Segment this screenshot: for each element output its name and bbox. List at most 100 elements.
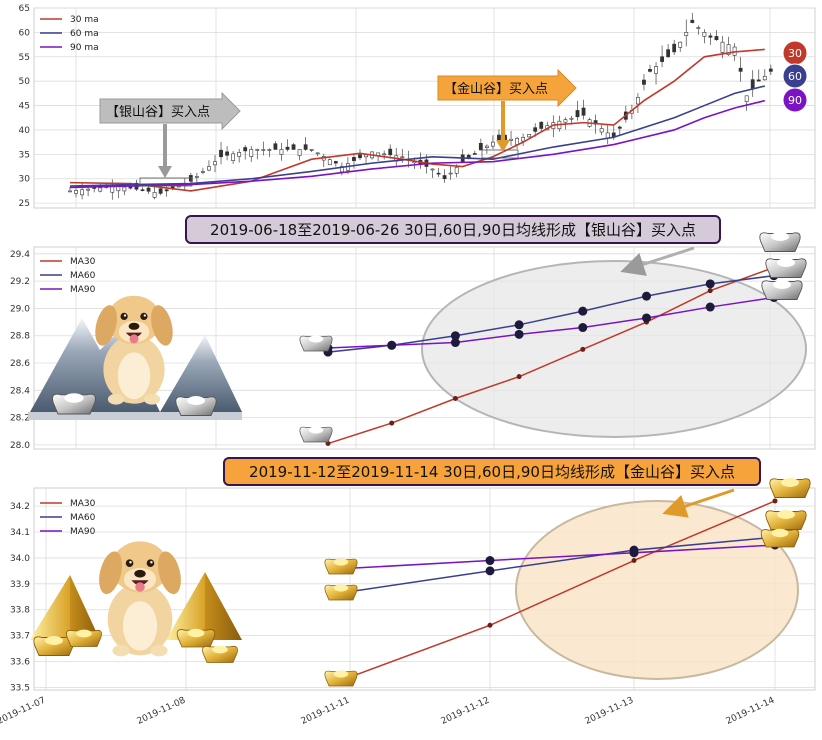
candle-body	[309, 149, 314, 151]
middle-point-MA90	[642, 313, 651, 323]
candle-body	[527, 134, 532, 138]
bottom-y-tick-label: 33.5	[10, 683, 30, 693]
candle-body	[110, 186, 115, 193]
candle-body	[80, 189, 84, 196]
ma-badges: 30 60 90	[782, 40, 808, 113]
bottom-series-MA30	[349, 500, 776, 678]
bottom-point-MA30	[487, 622, 493, 628]
silver-ingot-icon-end-2	[765, 257, 807, 279]
gold-banner: 2019-11-12至2019-11-14 30日,60日,90日均线形成【金山…	[223, 457, 761, 486]
candle-body	[448, 172, 453, 175]
gold-ingot-icon-4	[201, 644, 239, 664]
middle-point-MA90	[450, 338, 460, 348]
bottom-point-MA90	[629, 548, 639, 558]
badge-90-label: 90	[788, 94, 802, 107]
bottom-y-tick-label: 34.2	[10, 502, 30, 512]
middle-series-MA30	[327, 266, 775, 445]
candle-body	[575, 110, 580, 118]
middle-point-MA30	[389, 420, 395, 426]
candle-body	[194, 175, 199, 178]
bottom-point-MA60	[485, 566, 495, 576]
gold-decoration	[30, 477, 811, 687]
gold-valley-ellipse	[515, 500, 799, 680]
candle-body	[684, 32, 689, 36]
silver-ingot-icon-end-1	[759, 231, 801, 253]
candle-body	[333, 161, 338, 164]
top-y-tick-label: 40	[19, 126, 31, 136]
bottom-legend-90: MA90	[70, 527, 96, 537]
candle-body	[285, 146, 290, 150]
candle-body	[648, 69, 652, 72]
silver-banner-box	[185, 215, 721, 244]
silver-pointer-head	[158, 166, 172, 178]
candle-body	[158, 188, 163, 194]
middle-panel: 28.0 28.2 28.4 28.6 28.8 29.0 29.2 29.4 2019-06…	[10, 215, 816, 451]
middle-point-MA90	[578, 323, 588, 333]
middle-point-MA30	[452, 396, 458, 401]
silver-ingot-icon-end-3	[761, 279, 803, 301]
top-y-tick-label: 30	[19, 175, 31, 185]
candle-body	[273, 143, 278, 150]
gold-ingot-icon-3	[176, 628, 216, 648]
top-y-ticks: 25 30 35 40 45 50 55 60 65	[19, 4, 31, 209]
candle-body	[352, 157, 356, 161]
candle-body	[436, 172, 441, 175]
candle-body	[164, 189, 169, 192]
candle-body	[225, 151, 229, 156]
candle-body	[261, 149, 266, 151]
badge-30-label: 30	[788, 47, 802, 60]
candle-body	[539, 121, 544, 129]
silver-valley-box	[139, 177, 193, 187]
candle-body	[237, 152, 242, 157]
gold-callout-label: 【金山谷】买入点	[444, 81, 548, 97]
pyramid-left-shade	[70, 575, 100, 640]
middle-point-MA30	[707, 288, 713, 294]
top-ma-lines	[69, 48, 765, 192]
top-panel: 25 30 35 40 45 50 55 60 65 【银山谷】买入点 【金山谷】买入点 30 …	[19, 4, 816, 209]
bottom-point-MA90	[485, 556, 495, 566]
silver-ingot-icon	[51, 392, 97, 415]
bottom-series-MA90	[349, 544, 776, 570]
middle-ma-lines	[323, 264, 779, 447]
bottom-y-tick-label: 33.7	[10, 632, 30, 642]
middle-y-tick-label: 28.2	[10, 414, 30, 424]
candle-body	[219, 149, 223, 158]
candle-body	[327, 159, 332, 166]
candle-body	[303, 144, 308, 150]
middle-series-MA60	[327, 274, 774, 353]
candle-body	[708, 35, 713, 38]
middle-point-MA90	[387, 340, 397, 350]
bottom-y-tick-label: 34.1	[10, 528, 30, 538]
candle-body	[660, 56, 664, 62]
candle-body	[768, 68, 773, 72]
candle-body	[690, 19, 695, 23]
candle-body	[599, 128, 604, 133]
bottom-legend-30: MA30	[70, 499, 96, 509]
middle-point-MA30	[516, 374, 522, 380]
middle-point-MA90	[705, 302, 715, 312]
mountain-right-icon	[160, 335, 242, 412]
candle-body	[515, 137, 519, 145]
middle-y-tick-label: 29.4	[10, 250, 30, 260]
middle-y-tick-label: 28.8	[10, 332, 30, 342]
candle-body	[636, 97, 640, 105]
middle-series-MA90	[327, 296, 775, 349]
candle-body	[472, 153, 477, 155]
candle-body	[279, 149, 284, 155]
candle-body	[74, 190, 78, 194]
candle-body	[654, 66, 658, 74]
middle-legend-90: MA90	[70, 285, 96, 295]
top-series-90-ma	[69, 99, 765, 189]
candle-body	[122, 186, 127, 192]
candle-body	[146, 187, 151, 192]
candle-body	[750, 79, 755, 89]
candle-body	[533, 127, 538, 132]
silver-banner-text: 2019-06-18至2019-06-26 30日,60日,90日均线形成【银山…	[210, 221, 696, 239]
candle-body	[152, 192, 157, 198]
candle-body	[388, 148, 393, 156]
candle-body	[98, 187, 103, 192]
candle-body	[466, 154, 471, 159]
candle-body	[702, 32, 707, 37]
top-y-tick-label: 50	[19, 77, 31, 87]
candle-body	[207, 166, 211, 171]
